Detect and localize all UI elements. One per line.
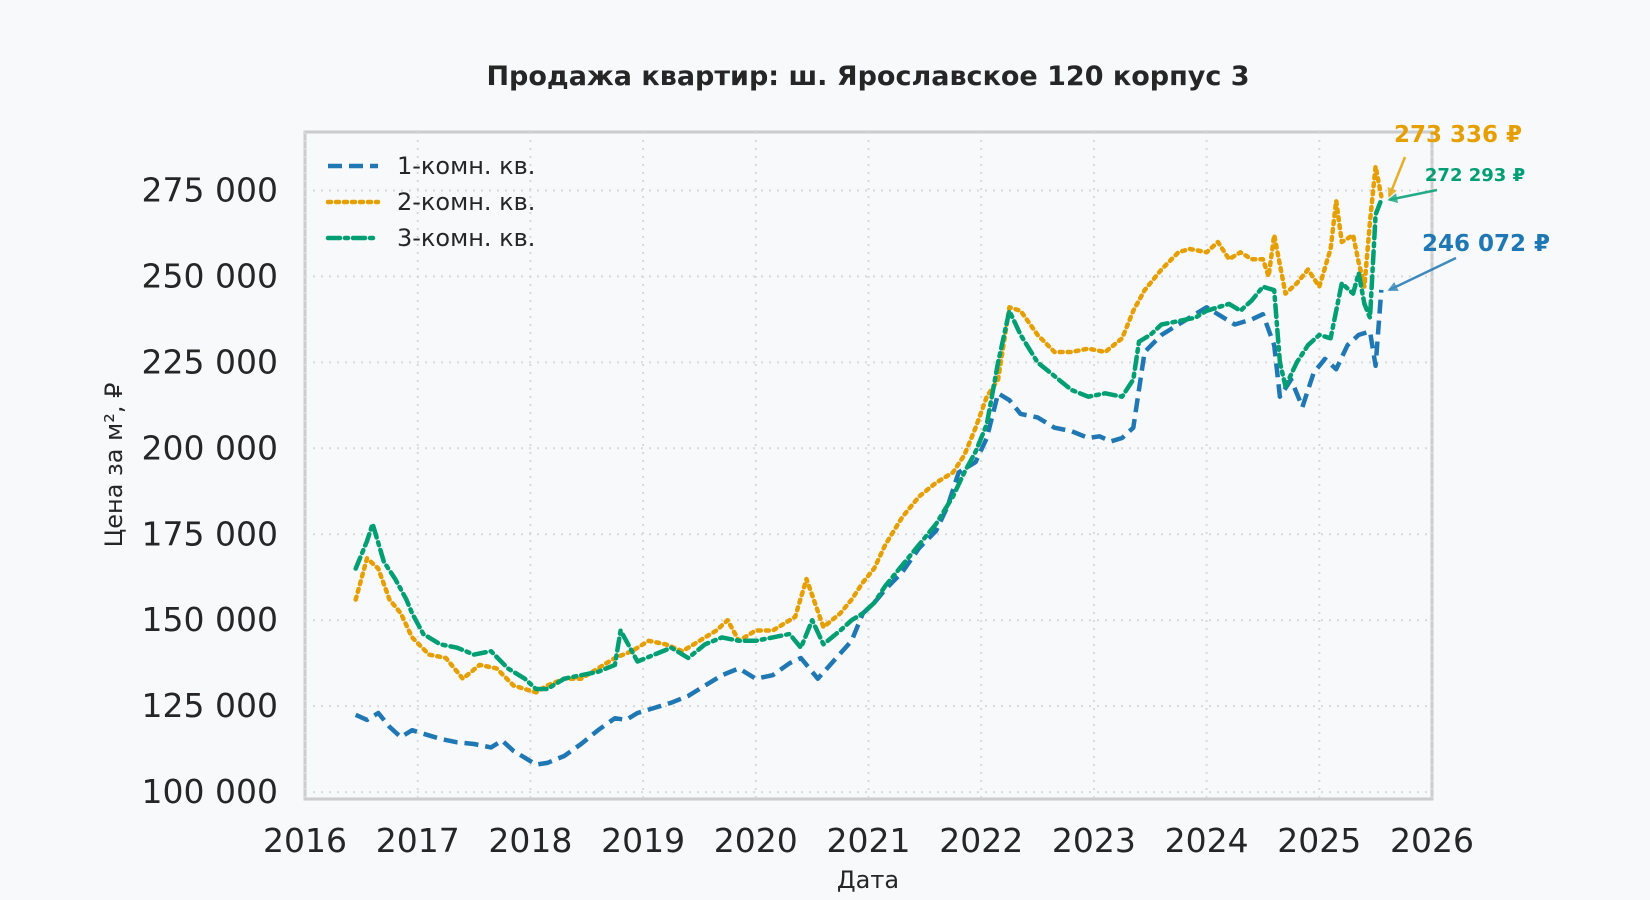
- y-tick-label: 200 000: [142, 428, 278, 467]
- y-tick-label: 125 000: [142, 686, 278, 725]
- x-tick-label: 2024: [1165, 821, 1249, 860]
- annotation-label-3: 246 072 ₽: [1422, 231, 1550, 257]
- y-tick-label: 100 000: [142, 772, 278, 811]
- series-line-3: [353, 197, 1384, 692]
- x-axis-label: Дата: [837, 866, 899, 894]
- series-lines: [353, 164, 1384, 767]
- x-tick-label: 2020: [714, 821, 798, 860]
- annotation-arrow-1: [1387, 156, 1407, 199]
- legend-label-3: 3-комн. кв.: [397, 224, 535, 252]
- y-tick-label: 225 000: [142, 342, 278, 381]
- x-tick-label: 2016: [263, 821, 347, 860]
- x-tick-label: 2022: [939, 821, 1023, 860]
- annotations: 273 336 ₽ 272 293 ₽ 246 072 ₽: [1387, 122, 1550, 292]
- legend: 1-комн. кв. 2-комн. кв. 3-комн. кв.: [325, 152, 535, 252]
- annotation-arrow-2: [1387, 188, 1438, 204]
- annotation-label-2: 272 293 ₽: [1425, 165, 1525, 186]
- chart-title: Продажа квартир: ш. Ярославское 120 корп…: [486, 61, 1249, 92]
- plot-area: [303, 130, 1434, 801]
- x-tick-label: 2021: [827, 821, 911, 860]
- series-line-1: [354, 289, 1384, 767]
- legend-label-1: 1-комн. кв.: [397, 152, 535, 180]
- x-tick-labels: 2016 2017 2018 2019 2020 2021 2022 2023 2024 2025…: [263, 821, 1474, 860]
- x-tick-label: 2017: [376, 821, 460, 860]
- y-tick-label: 275 000: [142, 170, 278, 209]
- y-tick-label: 150 000: [142, 600, 278, 639]
- x-tick-label: 2023: [1052, 821, 1136, 860]
- x-tick-label: 2018: [488, 821, 572, 860]
- y-tick-label: 250 000: [142, 256, 278, 295]
- annotation-arrow-3: [1387, 256, 1457, 292]
- y-tick-label: 175 000: [142, 514, 278, 553]
- legend-label-2: 2-комн. кв.: [397, 188, 535, 216]
- annotation-label-1: 273 336 ₽: [1394, 122, 1522, 148]
- x-tick-label: 2026: [1390, 821, 1474, 860]
- x-tick-label: 2019: [601, 821, 685, 860]
- x-tick-label: 2025: [1277, 821, 1361, 860]
- y-tick-labels: 100 000 125 000 150 000 175 000 200 000 225 0…: [142, 170, 278, 811]
- y-axis-label: Цена за м², ₽: [100, 383, 128, 548]
